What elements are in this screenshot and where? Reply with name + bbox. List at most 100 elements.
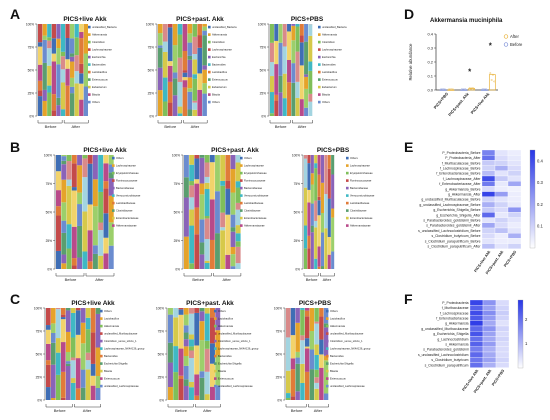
stack-segment (331, 208, 335, 218)
stack-segment (319, 354, 324, 368)
heat-cell (494, 217, 509, 223)
stack-segment (167, 24, 173, 28)
stack-segment (90, 385, 96, 400)
legend-swatch (318, 48, 321, 51)
heat-cell (495, 336, 510, 342)
stack-segment (270, 24, 274, 43)
stack-segment (65, 310, 71, 332)
heat-cell (507, 243, 522, 249)
legend-label: unclassified_Muribaculaceae (330, 332, 364, 336)
group-bracket-after (183, 120, 208, 124)
heat-cell (469, 310, 484, 316)
stack-segment (304, 225, 308, 249)
legend-label: Clostridiaceae (244, 209, 261, 213)
heat-row-label: g_Akkermansia_Before (445, 187, 480, 191)
stack-segment (167, 61, 173, 66)
stack-segment (317, 215, 321, 247)
legend-swatch (240, 179, 243, 182)
stack-segment (225, 214, 231, 255)
heat-cell (469, 305, 484, 311)
stack-segment (177, 113, 183, 116)
stack-segment (317, 266, 321, 269)
stack-segment (314, 155, 318, 164)
heat-row-label: s_Parabacteroides_goldsteinii_Before (423, 219, 480, 223)
legend-label: Ruminococcaceae (244, 179, 266, 183)
d-y-label: Relative abundance (408, 43, 413, 81)
d-legend-marker (503, 34, 509, 39)
stack-segment (209, 155, 215, 163)
heat-row-label: f_Muribaculaceae_Before (442, 161, 481, 165)
stack-segment (204, 182, 210, 189)
stack-segment (183, 365, 189, 380)
heat-row-label: s_Clostridium_paraputrificum (425, 363, 469, 367)
legend-label: unclassified_Lachnospiraceae (218, 384, 253, 388)
legend-label: Blautia (104, 369, 112, 373)
stack-segment (307, 163, 311, 190)
heat-cell (507, 170, 522, 177)
group-label-before: Before (164, 124, 177, 129)
legend-label: Akkermansia (212, 33, 228, 37)
d-point (464, 88, 467, 91)
stack-segment (55, 374, 61, 400)
stack-segment (215, 191, 220, 234)
legend-label: Lactobacillus (104, 317, 120, 321)
stack-segment (108, 172, 114, 179)
legend-swatch (318, 63, 321, 66)
stack-segment (317, 174, 321, 197)
stack-segment (61, 202, 67, 221)
stack-segment (327, 198, 331, 237)
panel-c-title-pbs: PICS+PBS (298, 300, 332, 307)
stack-segment (310, 184, 314, 204)
d-point (444, 88, 446, 91)
legend-swatch (112, 201, 115, 205)
group-label-after: After (203, 408, 212, 413)
stack-segment (71, 265, 77, 269)
stack-segment (183, 379, 189, 386)
stack-segment (189, 381, 194, 388)
heat-row-label: s_Clostridium_paraputrificum_Before (425, 239, 481, 243)
panel-c-title-live: PICS+live Akk (71, 300, 115, 307)
stack-segment (60, 317, 66, 320)
legend-label: Others (212, 100, 220, 104)
stack-segment (56, 64, 61, 98)
legend-label: Eubacterium (322, 85, 337, 89)
stack-segment (323, 355, 329, 361)
stack-segment (300, 363, 305, 383)
stack-segment (187, 42, 193, 56)
legend-swatch (208, 33, 211, 36)
stack-segment (70, 93, 75, 116)
stack-segment (108, 155, 114, 165)
stack-segment (278, 75, 283, 93)
group-bracket-after (63, 120, 89, 124)
d-y-tick-label: 0.2 (427, 60, 433, 65)
legend-label: Akkermansia (218, 324, 234, 328)
legend-label: Lachnospiraceae_NK4A136_group (330, 347, 371, 351)
heat-cell (482, 310, 497, 316)
stack-segment (199, 321, 205, 341)
stack-segment (225, 254, 231, 269)
stack-segment (327, 254, 331, 269)
stack-segment (304, 155, 308, 159)
stack-segment (183, 385, 189, 400)
panel-a-title-live: PICS+live Akk (63, 16, 107, 23)
group-label-after: After (71, 124, 80, 129)
stack-segment (291, 82, 296, 116)
heat-cell (469, 315, 484, 321)
stack-segment (66, 185, 72, 225)
heat-col-label: PICS+PBS (491, 368, 505, 386)
heat-cell (494, 207, 509, 213)
stack-y-tick-label: 75% (174, 182, 181, 186)
stack-segment (189, 263, 195, 269)
stack-segment (310, 225, 314, 233)
stack-segment (202, 93, 207, 116)
stack-segment (197, 73, 202, 90)
stack-segment (314, 377, 319, 383)
legend-swatch (326, 317, 329, 320)
stack-segment (65, 308, 71, 311)
heat-cell (494, 165, 509, 171)
legend-label: Clostridiaceae (350, 209, 367, 213)
group-label-before: Before (175, 408, 188, 413)
legend-swatch (346, 164, 349, 167)
stack-segment (235, 187, 241, 203)
stack-segment (182, 24, 188, 51)
